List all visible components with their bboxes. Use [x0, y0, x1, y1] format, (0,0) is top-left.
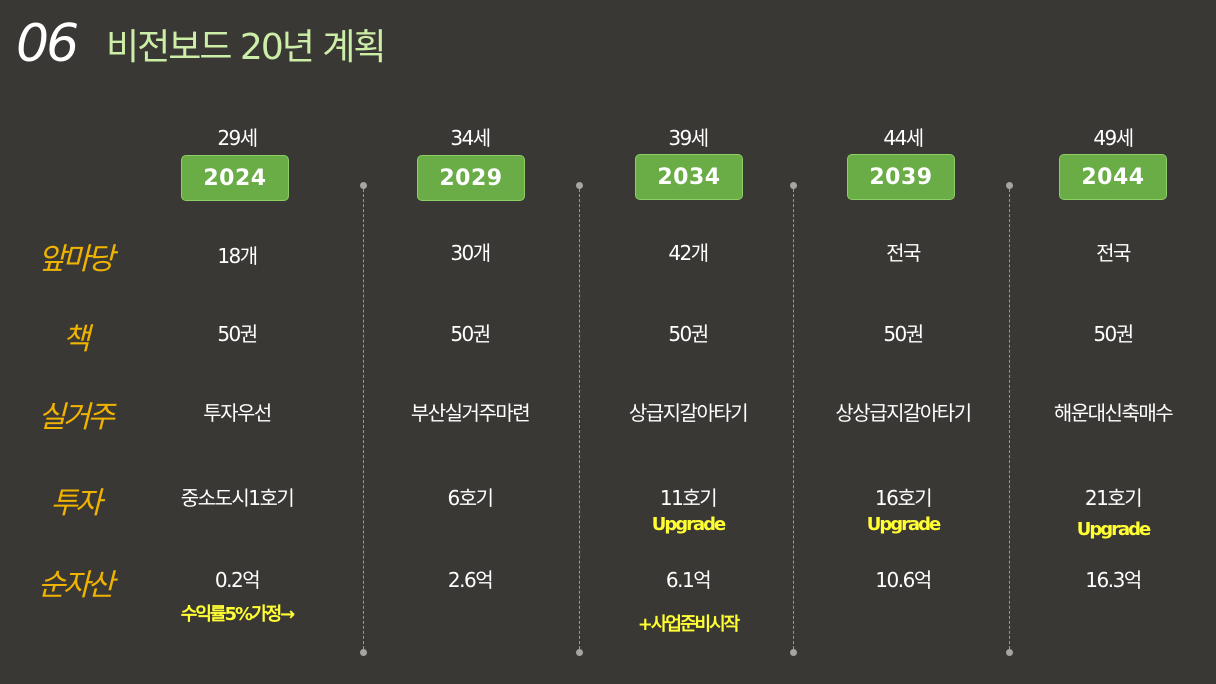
- investment-note: Upgrade: [651, 514, 727, 535]
- investment-value: 중소도시1호기: [180, 486, 295, 510]
- section-number: 06: [16, 14, 79, 74]
- books-value: 50권: [1093, 322, 1134, 346]
- residence-value: 부산실거주마련: [410, 401, 531, 425]
- year-column-2039: 44세 2039 전국 50권 상상급지갈아타기 16호기 Upgrade 10…: [803, 0, 1003, 684]
- row-label-front-yard: 앞마당: [38, 242, 115, 277]
- front-yard-value: 42개: [668, 241, 709, 265]
- year-badge[interactable]: 2039: [847, 154, 955, 200]
- investment-value: 21호기: [1084, 486, 1143, 510]
- investment-value: 6호기: [447, 486, 494, 510]
- divider-dot: [790, 182, 797, 189]
- year-badge[interactable]: 2044: [1059, 154, 1167, 200]
- investment-value: 16호기: [874, 486, 933, 510]
- divider-dot: [360, 182, 367, 189]
- front-yard-value: 전국: [886, 241, 921, 265]
- books-value: 50권: [450, 322, 491, 346]
- front-yard-value: 30개: [450, 241, 491, 265]
- net-assets-value: 6.1억: [665, 568, 712, 592]
- column-divider: [579, 184, 580, 654]
- column-divider: [1009, 184, 1010, 654]
- year-column-2044: 49세 2044 전국 50권 해운대신축매수 21호기 Upgrade 16.…: [1013, 0, 1213, 684]
- year-column-2034: 39세 2034 42개 50권 상급지갈아타기 11호기 Upgrade 6.…: [588, 0, 788, 684]
- net-assets-value: 10.6억: [875, 568, 932, 592]
- row-label-residence: 실거주: [38, 400, 115, 435]
- net-assets-note: 수익률5%가정→: [180, 604, 295, 625]
- age-label: 49세: [1093, 126, 1134, 150]
- age-label: 29세: [217, 126, 258, 150]
- investment-note: Upgrade: [1076, 519, 1152, 540]
- row-label-net-assets: 순자산: [38, 568, 115, 603]
- net-assets-note: +사업준비시작: [637, 614, 740, 635]
- year-badge[interactable]: 2034: [635, 154, 743, 200]
- divider-dot: [1006, 182, 1013, 189]
- year-badge[interactable]: 2024: [181, 155, 289, 201]
- year-column-2029: 34세 2029 30개 50권 부산실거주마련 6호기 2.6억: [370, 0, 570, 684]
- age-label: 34세: [450, 126, 491, 150]
- investment-value: 11호기: [659, 486, 718, 510]
- row-label-books: 책: [62, 322, 91, 357]
- divider-dot: [790, 649, 797, 656]
- front-yard-value: 전국: [1096, 241, 1131, 265]
- books-value: 50권: [217, 322, 258, 346]
- net-assets-value: 16.3억: [1085, 568, 1142, 592]
- residence-value: 상상급지갈아타기: [835, 401, 972, 425]
- age-label: 44세: [883, 126, 924, 150]
- net-assets-value: 2.6억: [447, 568, 494, 592]
- divider-dot: [1006, 649, 1013, 656]
- divider-dot: [360, 649, 367, 656]
- divider-dot: [576, 182, 583, 189]
- books-value: 50권: [883, 322, 924, 346]
- page-title: 비전보드 20년 계획: [106, 27, 387, 68]
- row-label-investment: 투자: [50, 486, 102, 521]
- age-label: 39세: [668, 126, 709, 150]
- net-assets-value: 0.2억: [214, 568, 261, 592]
- residence-value: 투자우선: [203, 401, 272, 425]
- investment-note: Upgrade: [866, 514, 942, 535]
- year-badge[interactable]: 2029: [417, 155, 525, 201]
- books-value: 50권: [668, 322, 709, 346]
- column-divider: [793, 184, 794, 654]
- residence-value: 해운대신축매수: [1053, 401, 1174, 425]
- front-yard-value: 18개: [217, 244, 258, 268]
- column-divider: [363, 184, 364, 654]
- divider-dot: [576, 649, 583, 656]
- residence-value: 상급지갈아타기: [628, 401, 749, 425]
- year-column-2024: 29세 2024 18개 50권 투자우선 중소도시1호기 0.2억 수익률5%…: [137, 0, 337, 684]
